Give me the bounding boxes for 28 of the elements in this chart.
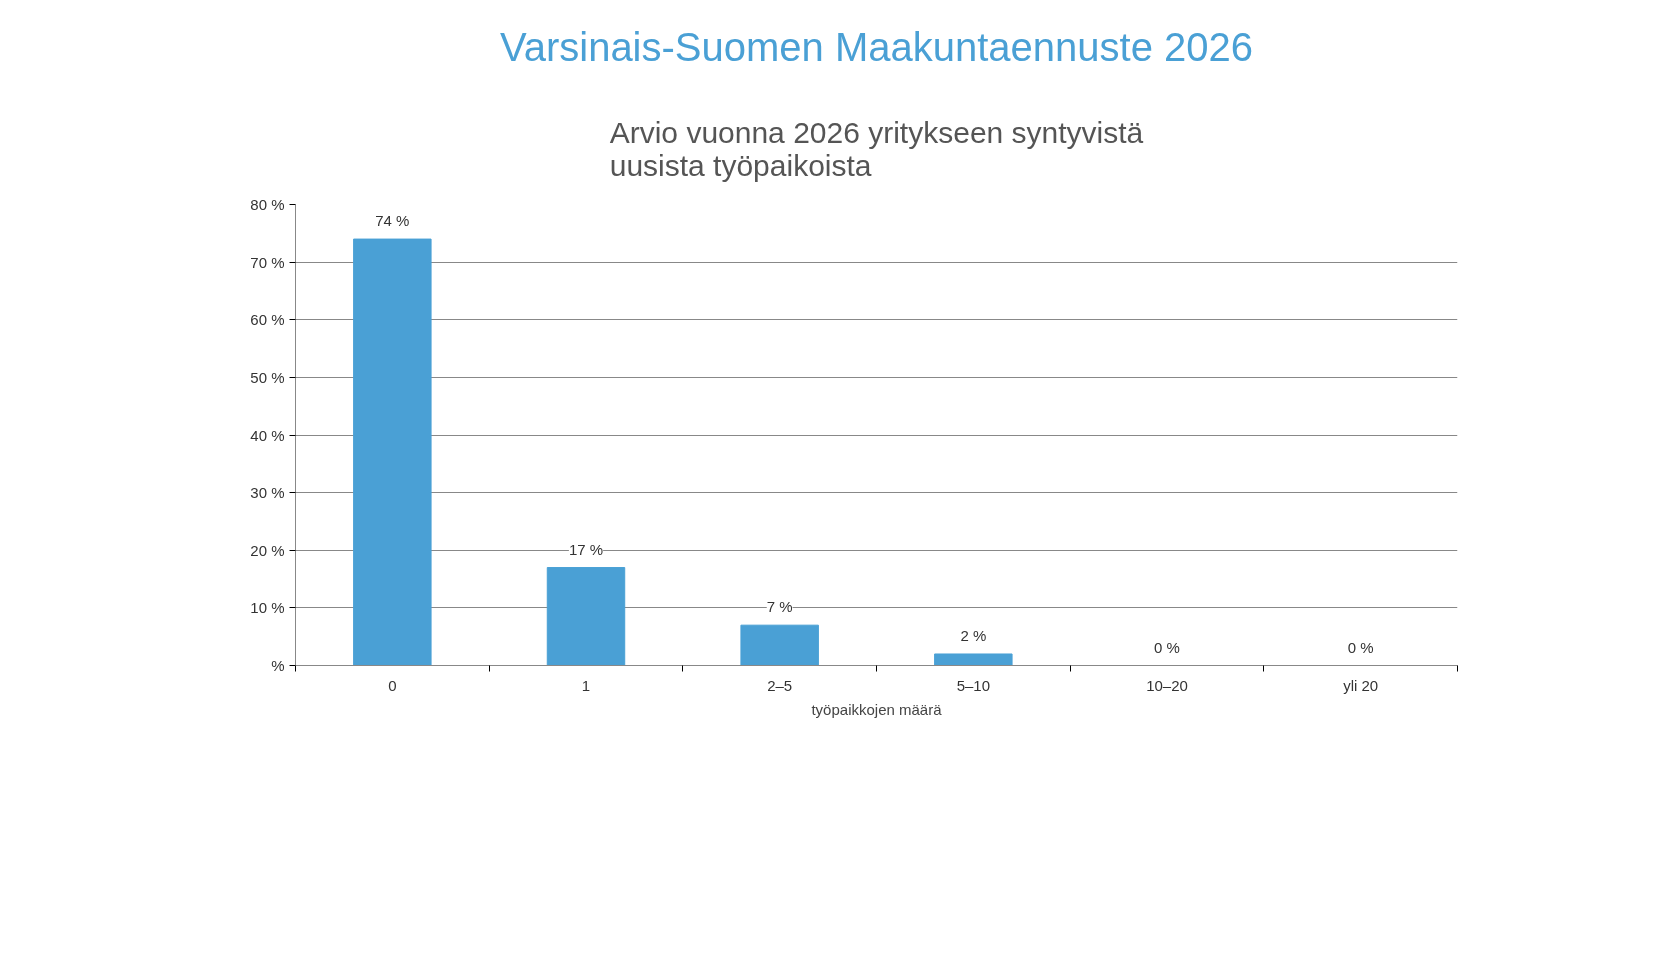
bar <box>934 653 1013 666</box>
x-tick-label: yli 20 <box>1343 676 1379 694</box>
bar <box>353 238 432 666</box>
data-label: 2 % <box>960 626 987 644</box>
data-label: 0 % <box>1154 638 1180 656</box>
x-tick-label: 5–10 <box>956 676 991 694</box>
data-label: 74 % <box>375 212 410 230</box>
bar <box>546 567 626 666</box>
y-tick-label: % <box>271 657 285 674</box>
x-tick-label: 0 <box>388 676 397 694</box>
y-tick-label: 80 % <box>250 196 285 213</box>
x-axis-title: työpaikkojen määrä <box>811 700 943 718</box>
chart-title: Varsinais-Suomen Maakuntaennuste 2026 <box>499 25 1254 69</box>
y-tick-label: 50 % <box>250 368 285 386</box>
y-tick-label: 70 % <box>250 253 285 271</box>
y-tick-label: 10 % <box>250 599 285 617</box>
chart-subtitle: Arvio vuonna 2026 yritykseen syntyvistä uusista työpaikoista <box>609 116 1144 182</box>
y-tick-label: 30 % <box>250 484 285 502</box>
data-label: 7 % <box>766 598 793 616</box>
bar <box>740 624 819 666</box>
x-tick-label: 10–20 <box>1146 676 1188 694</box>
y-tick-label: 40 % <box>250 426 285 444</box>
data-label: 0 % <box>1347 638 1374 656</box>
y-tick-label: 20 % <box>250 541 285 559</box>
x-tick-label: 1 <box>581 676 591 694</box>
x-tick-label: 2–5 <box>767 676 793 694</box>
data-label: 17 % <box>568 540 604 558</box>
y-tick-label: 60 % <box>250 311 285 329</box>
